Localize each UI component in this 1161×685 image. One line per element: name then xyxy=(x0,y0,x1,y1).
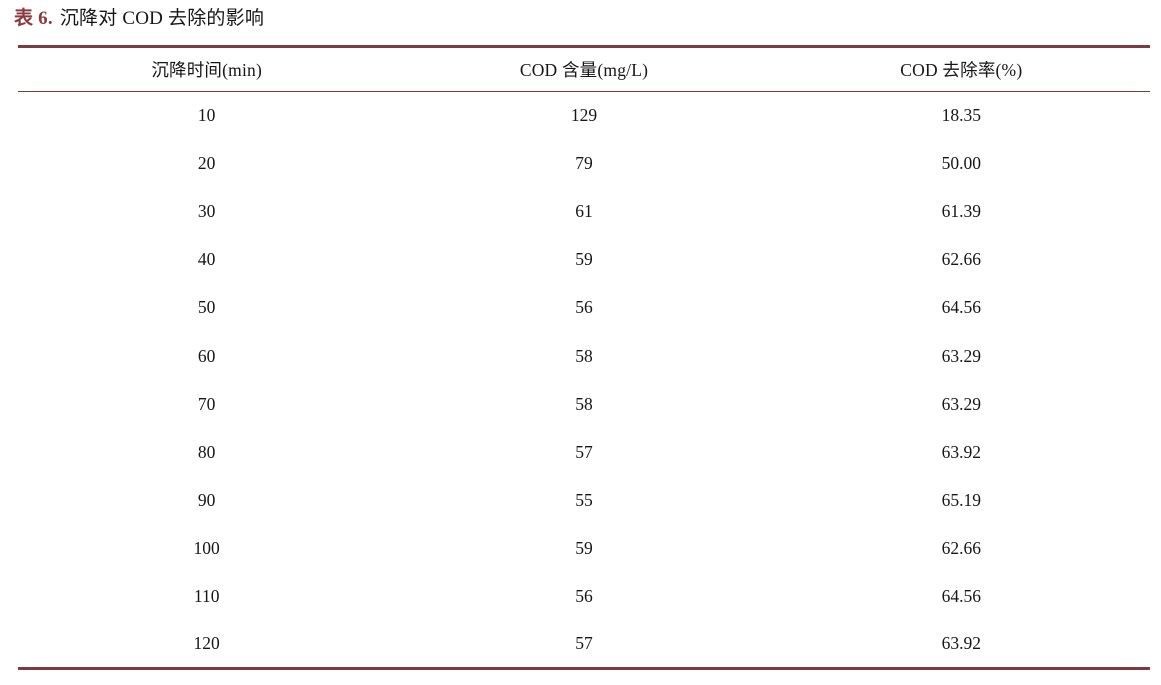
table-cell: 70 xyxy=(197,393,216,414)
paper-page: 表 6. 沉降对 COD 去除的影响 沉降时间(min) COD 含量(mg/L)… xyxy=(0,7,1161,685)
table-row: 50 56 64.56 xyxy=(18,284,1150,332)
table-cell: 63.29 xyxy=(941,345,982,366)
table-cell: 63.92 xyxy=(941,633,982,654)
table-cell: 65.19 xyxy=(941,489,982,510)
table-row: 90 55 65.19 xyxy=(18,476,1150,524)
table-cell: 61.39 xyxy=(941,201,982,222)
col-header-cod-content: COD 含量(mg/L) xyxy=(519,60,649,80)
table-cell: 62.66 xyxy=(941,249,982,270)
col-header-cod-removal-rate: COD 去除率(%) xyxy=(900,60,1023,80)
table-cell: 90 xyxy=(197,489,216,510)
table-caption-text: 沉降对 COD 去除的影响 xyxy=(59,8,265,29)
table-row: 120 57 63.92 xyxy=(18,621,1150,669)
table-row: 10 129 18.35 xyxy=(18,92,1150,140)
table-cell: 79 xyxy=(575,153,593,174)
table-body: 10 129 18.35 20 79 50.00 30 61 61.39 40 59 62.66 50 5… xyxy=(18,92,1150,669)
table-cell: 63.29 xyxy=(941,393,982,414)
table-cell: 60 xyxy=(197,345,216,366)
cod-removal-table: 沉降时间(min) COD 含量(mg/L) COD 去除率(%) 10 129 1… xyxy=(18,45,1150,671)
table-cell: 30 xyxy=(197,201,216,222)
table-row: 30 61 61.39 xyxy=(18,188,1150,236)
table-cell: 59 xyxy=(575,537,593,558)
table-cell: 63.92 xyxy=(941,441,982,462)
table-cell: 10 xyxy=(197,105,216,126)
table-cell: 61 xyxy=(575,201,593,222)
table-row: 60 58 63.29 xyxy=(18,332,1150,380)
table-header-row: 沉降时间(min) COD 含量(mg/L) COD 去除率(%) xyxy=(18,47,1150,92)
table-cell: 110 xyxy=(193,585,220,606)
table-row: 40 59 62.66 xyxy=(18,236,1150,284)
table-cell: 20 xyxy=(197,153,216,174)
table-cell: 129 xyxy=(570,105,598,126)
table-cell: 50.00 xyxy=(941,153,982,174)
table-cell: 57 xyxy=(575,633,593,654)
table-cell: 56 xyxy=(575,297,593,318)
table-cell: 80 xyxy=(197,441,216,462)
table-row: 70 58 63.29 xyxy=(18,380,1150,428)
table-cell: 58 xyxy=(575,345,593,366)
table-cell: 56 xyxy=(575,585,593,606)
table-cell: 58 xyxy=(575,393,593,414)
table-cell: 57 xyxy=(575,441,593,462)
table-row: 20 79 50.00 xyxy=(18,140,1150,188)
table-head: 沉降时间(min) COD 含量(mg/L) COD 去除率(%) xyxy=(18,47,1150,92)
table-cell: 18.35 xyxy=(941,105,982,126)
table-cell: 64.56 xyxy=(941,585,982,606)
table-cell: 40 xyxy=(197,249,216,270)
table-cell: 64.56 xyxy=(941,297,982,318)
table-cell: 55 xyxy=(575,489,593,510)
table-cell: 62.66 xyxy=(941,537,982,558)
table-caption-label: 表 6. xyxy=(14,8,53,29)
table-cell: 120 xyxy=(193,633,220,654)
table-caption: 表 6. 沉降对 COD 去除的影响 xyxy=(14,7,1161,31)
table-cell: 50 xyxy=(197,297,216,318)
table-row: 80 57 63.92 xyxy=(18,428,1150,476)
col-header-settling-time: 沉降时间(min) xyxy=(151,60,262,80)
table-cell: 59 xyxy=(575,249,593,270)
table-cell: 100 xyxy=(193,537,220,558)
table-row: 110 56 64.56 xyxy=(18,572,1150,620)
table-row: 100 59 62.66 xyxy=(18,524,1150,572)
